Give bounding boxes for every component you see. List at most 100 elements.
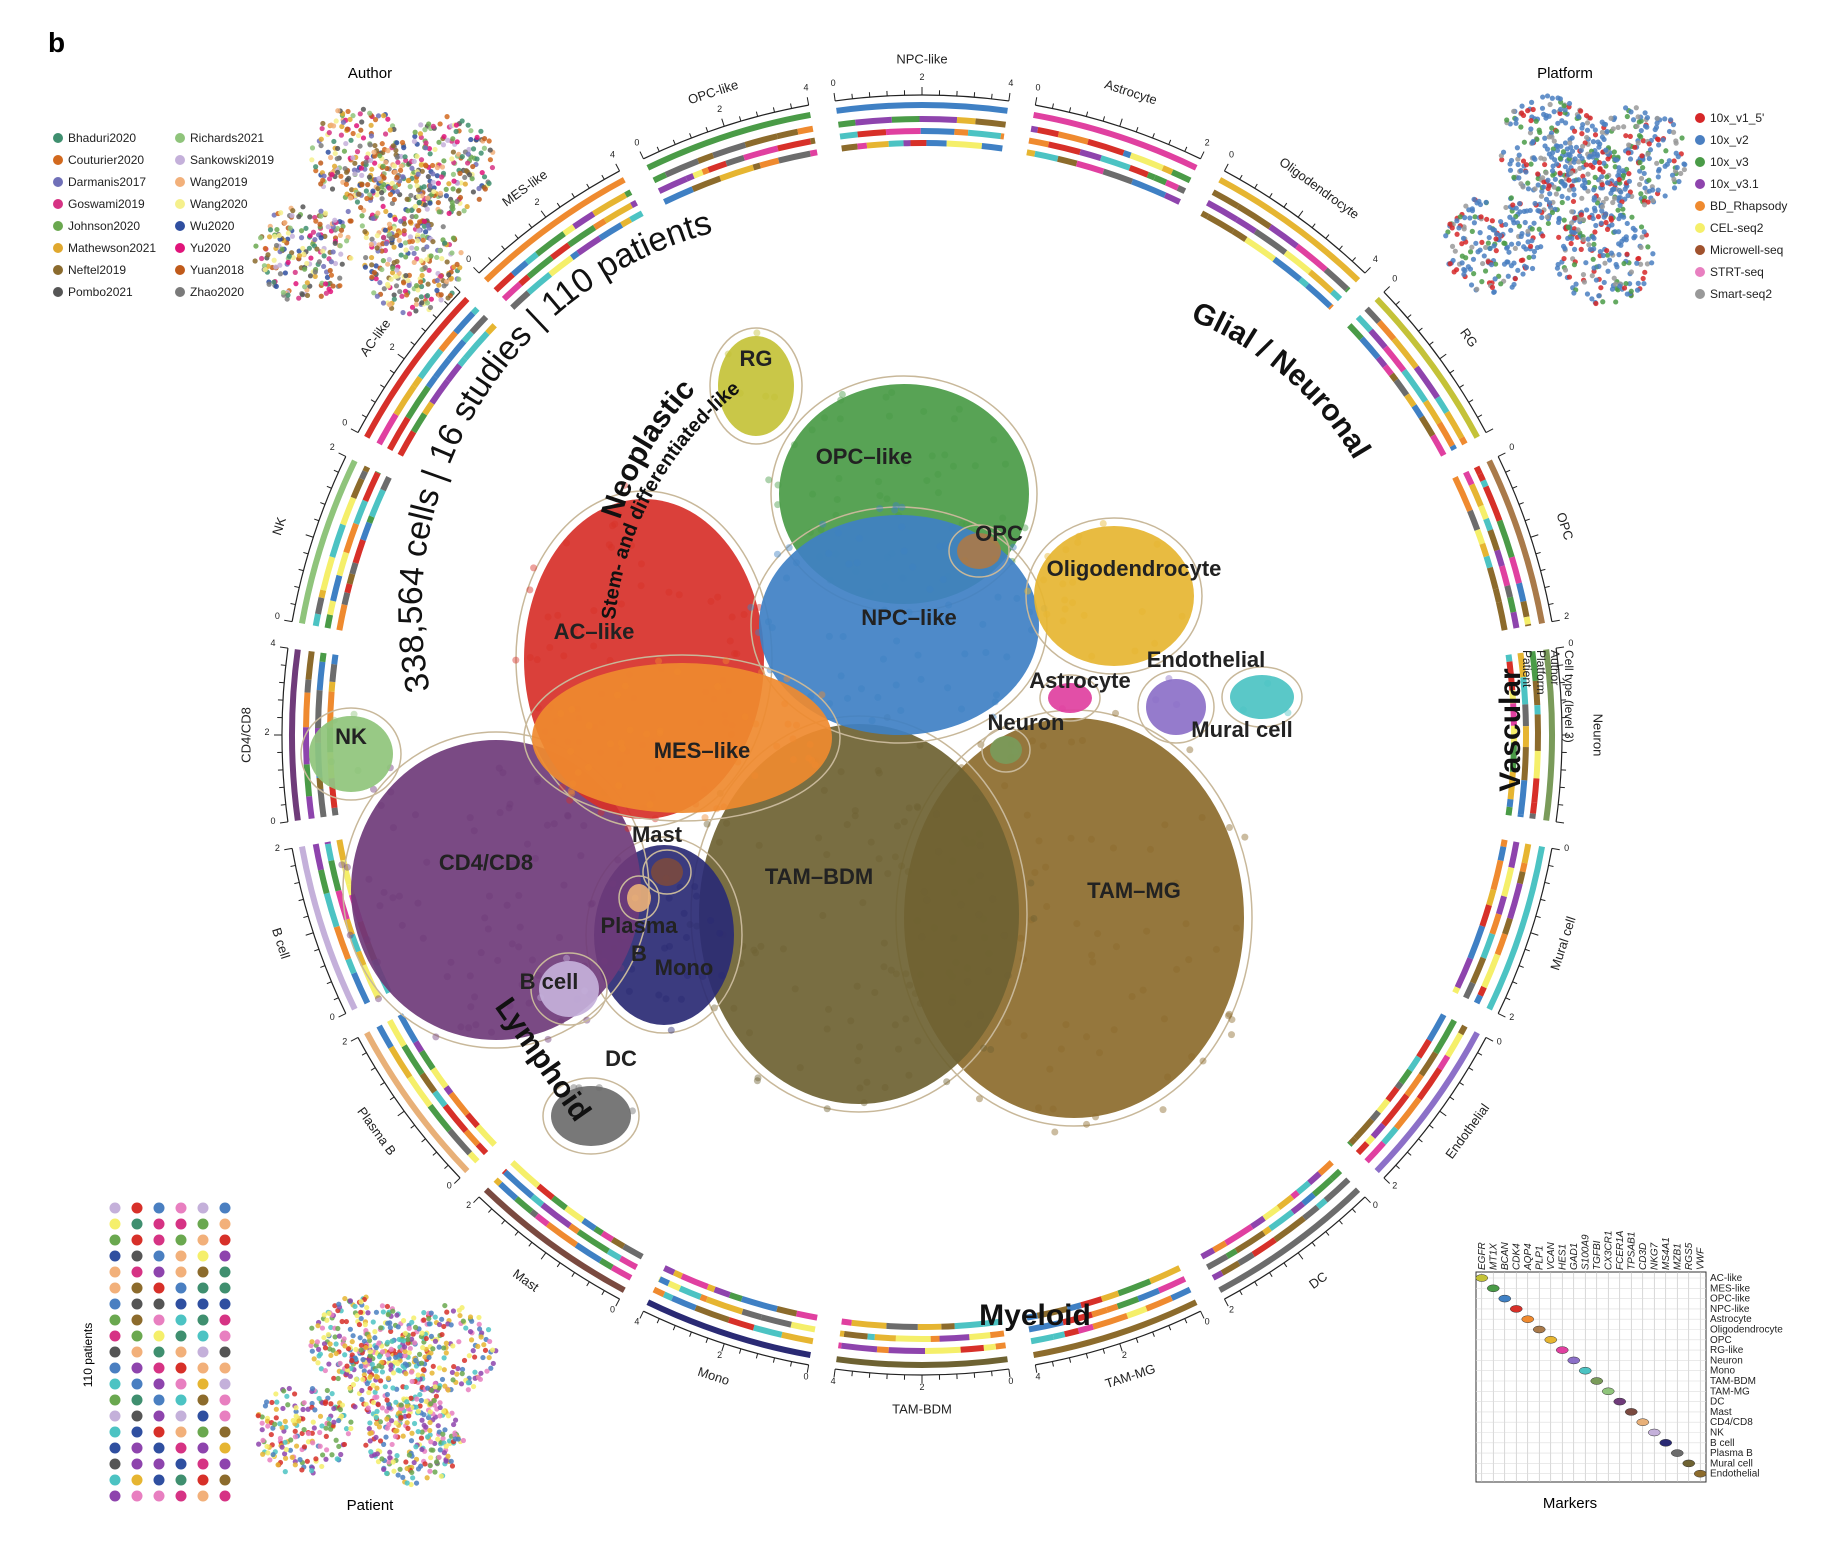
track-stripe xyxy=(354,973,368,1003)
patient-dot xyxy=(176,1379,187,1390)
marker-gene-label: RGS5 xyxy=(1684,1242,1695,1270)
track-stripe xyxy=(742,1312,761,1318)
track-stripe xyxy=(365,467,367,471)
track-stripe xyxy=(1510,799,1511,807)
track-stripe xyxy=(1166,183,1178,188)
track-stripe xyxy=(868,1337,875,1338)
track-stripe xyxy=(1486,556,1489,567)
legend-swatch xyxy=(1695,113,1705,123)
track-stripe xyxy=(1507,586,1510,598)
patient-dot xyxy=(154,1235,165,1246)
track-stripe xyxy=(1264,1229,1270,1233)
cluster-label: TAM–MG xyxy=(1087,878,1181,903)
patient-color-grid xyxy=(110,1203,231,1502)
track-stripe xyxy=(1410,1057,1419,1070)
patient-dot xyxy=(198,1331,209,1342)
ring-segment-label: CD4/CD8 xyxy=(238,707,253,763)
cluster-label: TAM–BDM xyxy=(765,864,873,889)
track-stripe xyxy=(982,146,1003,148)
track-stripe xyxy=(1202,1250,1214,1257)
track-stripe xyxy=(487,325,494,333)
ring-tick-label: 2 xyxy=(1509,1012,1514,1022)
markers-panel-title: Markers xyxy=(1543,1495,1597,1512)
patient-dot xyxy=(132,1491,143,1502)
track-stripe xyxy=(1304,1207,1318,1218)
track-stripe xyxy=(1213,1273,1222,1278)
track-stripe xyxy=(660,1279,669,1283)
legend-swatch xyxy=(53,133,63,143)
track-stripe xyxy=(478,1126,495,1145)
track-stripe xyxy=(372,490,383,516)
ring-segment-label: DC xyxy=(1306,1269,1330,1292)
track-stripe xyxy=(1130,168,1148,175)
track-stripe xyxy=(345,593,348,605)
track-stripe xyxy=(877,1349,889,1350)
ring-tick-label: 2 xyxy=(534,197,539,207)
track-stripe xyxy=(1165,195,1180,202)
track-stripe xyxy=(729,1320,754,1328)
legend-item: Johnson2020 xyxy=(68,219,140,233)
track-stripe xyxy=(432,381,448,403)
patient-dot xyxy=(220,1411,231,1422)
track-stripe xyxy=(348,959,354,973)
patient-dot xyxy=(154,1219,165,1230)
track-stripe xyxy=(446,1087,451,1093)
track-stripe xyxy=(896,1338,931,1339)
legend-swatch xyxy=(175,133,185,143)
legend-swatch xyxy=(53,199,63,209)
track-stripe xyxy=(612,1240,623,1247)
ring-tick-label: 0 xyxy=(275,611,280,621)
track-stripe xyxy=(1300,279,1307,285)
track-stripe xyxy=(352,563,355,574)
patient-dot xyxy=(132,1411,143,1422)
patient-dot xyxy=(154,1283,165,1294)
track-stripe xyxy=(323,557,332,590)
patient-dot xyxy=(220,1395,231,1406)
track-stripe xyxy=(760,161,779,166)
track-stripe xyxy=(318,690,320,728)
track-stripe xyxy=(472,317,486,332)
track-stripe xyxy=(1455,987,1457,992)
track-stripe xyxy=(583,1220,595,1228)
legend-item: Zhao2020 xyxy=(190,285,244,299)
patient-dot xyxy=(176,1235,187,1246)
track-stripe xyxy=(777,132,797,137)
track-stripe xyxy=(449,341,464,359)
patient-dot xyxy=(198,1347,209,1358)
track-stripe xyxy=(1452,446,1454,450)
patient-dot xyxy=(198,1219,209,1230)
marker-violin xyxy=(1533,1326,1545,1333)
track-stripe xyxy=(428,377,435,387)
track-stripe xyxy=(1439,423,1452,446)
track-stripe xyxy=(858,146,867,147)
track-stripe xyxy=(327,893,337,926)
track-stripe xyxy=(957,120,976,121)
track-stripe xyxy=(1349,325,1361,338)
patient-dot xyxy=(198,1315,209,1326)
ring-tick-label: 0 xyxy=(330,1012,335,1022)
track-stripe xyxy=(1505,919,1510,935)
marker-violin xyxy=(1694,1470,1706,1477)
patient-dot xyxy=(110,1395,121,1406)
track-stripe xyxy=(1367,1137,1373,1143)
track-stripe xyxy=(701,1297,707,1299)
track-stripe xyxy=(595,221,606,228)
track-stripe xyxy=(383,477,389,490)
track-stripe xyxy=(620,1258,636,1267)
track-stripe xyxy=(920,119,957,120)
legend-swatch xyxy=(1695,289,1705,299)
track-stripe xyxy=(467,1114,477,1126)
patient-dot xyxy=(220,1235,231,1246)
track-stripe xyxy=(840,1333,844,1334)
track-stripe xyxy=(709,164,727,170)
ring-segment-label: MES-like xyxy=(499,167,550,210)
track-stripe xyxy=(1536,751,1537,778)
ring-tick-label: 2 xyxy=(919,72,924,82)
legend-swatch xyxy=(53,155,63,165)
track-stripe xyxy=(400,432,413,456)
ring-key-celltype: Cell type (level 3) xyxy=(1562,650,1576,743)
cluster-label: NK xyxy=(335,724,367,749)
track-stripe xyxy=(664,189,692,202)
